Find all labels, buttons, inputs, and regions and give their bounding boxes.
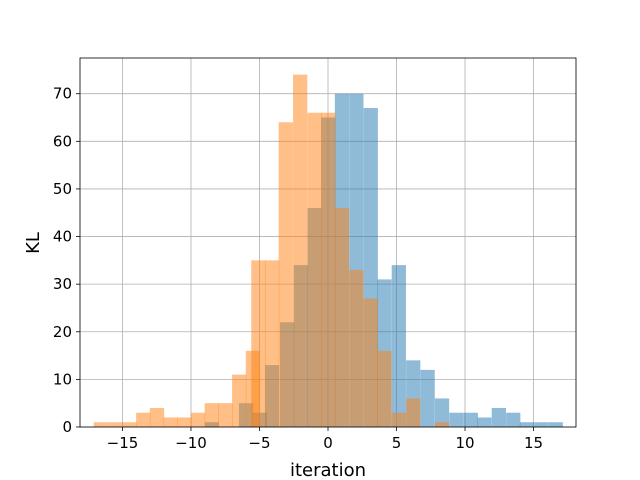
y-tick-label: 70 <box>53 85 72 103</box>
histogram-bar-series-2 <box>149 407 165 427</box>
histogram-bar-series-2 <box>307 112 322 428</box>
x-tick-label: 15 <box>524 434 543 452</box>
x-tick-label: −10 <box>175 434 207 452</box>
x-tick-label: 10 <box>455 434 474 452</box>
histogram-bar-series-1 <box>506 412 521 427</box>
histogram-bar-series-2 <box>406 398 421 427</box>
histogram-bar-series-2 <box>204 403 219 427</box>
histogram-bar-series-2 <box>363 298 378 427</box>
y-axis-label: KL <box>23 232 44 254</box>
histogram-bar-series-1 <box>391 265 406 427</box>
x-tick-label: 0 <box>323 434 333 452</box>
histogram-bar-series-2 <box>434 422 450 427</box>
histogram-bar-series-2 <box>377 350 392 427</box>
bars-layer <box>93 74 563 428</box>
histogram-bar-series-2 <box>190 412 206 427</box>
histogram-bar-series-2 <box>218 403 233 427</box>
histogram-bar-series-2 <box>264 260 280 427</box>
histogram-bar-series-1 <box>534 422 549 427</box>
x-axis-label: iteration <box>290 460 366 480</box>
histogram-bar-series-2 <box>391 412 406 427</box>
x-tick-label: 5 <box>392 434 402 452</box>
y-tick-label: 60 <box>53 132 72 150</box>
histogram-bar-series-1 <box>519 422 535 427</box>
histogram-bar-series-2 <box>321 112 336 428</box>
histogram-bar-series-2 <box>163 417 178 427</box>
histogram-bar-series-1 <box>420 369 435 427</box>
y-tick-label: 0 <box>62 418 72 436</box>
y-tick-label: 10 <box>53 370 72 388</box>
histogram-bar-series-2 <box>136 412 151 427</box>
x-tick-label: −5 <box>248 434 270 452</box>
y-tick-label: 40 <box>53 228 72 246</box>
histogram-bar-series-2 <box>177 417 192 427</box>
histogram-bar-series-1 <box>477 417 492 427</box>
histogram-bar-series-2 <box>93 422 108 427</box>
histogram-bar-series-1 <box>434 398 450 427</box>
histogram-bar-series-2 <box>334 207 350 427</box>
axes-layer: −15 −10 −5 0 5 10 15 0 10 20 30 40 50 60 70 <box>53 57 577 452</box>
y-tick-label: 20 <box>53 323 72 341</box>
histogram-bar-series-1 <box>449 412 464 427</box>
x-tick-label: −15 <box>107 434 139 452</box>
histogram-bar-series-2 <box>232 374 247 427</box>
histogram-bar-series-1 <box>463 412 478 427</box>
histogram-bar-series-2 <box>108 422 123 427</box>
histogram-bar-series-2 <box>349 269 364 427</box>
y-tick-label: 30 <box>53 275 72 293</box>
histogram-bar-series-1 <box>491 407 506 427</box>
y-tick-label: 50 <box>53 180 72 198</box>
histogram-bar-series-2 <box>122 422 137 427</box>
histogram-bar-series-2 <box>278 122 293 428</box>
histogram-bar-series-2 <box>251 260 266 427</box>
histogram-bar-series-1 <box>548 422 563 427</box>
histogram-bar-series-2 <box>293 74 308 427</box>
